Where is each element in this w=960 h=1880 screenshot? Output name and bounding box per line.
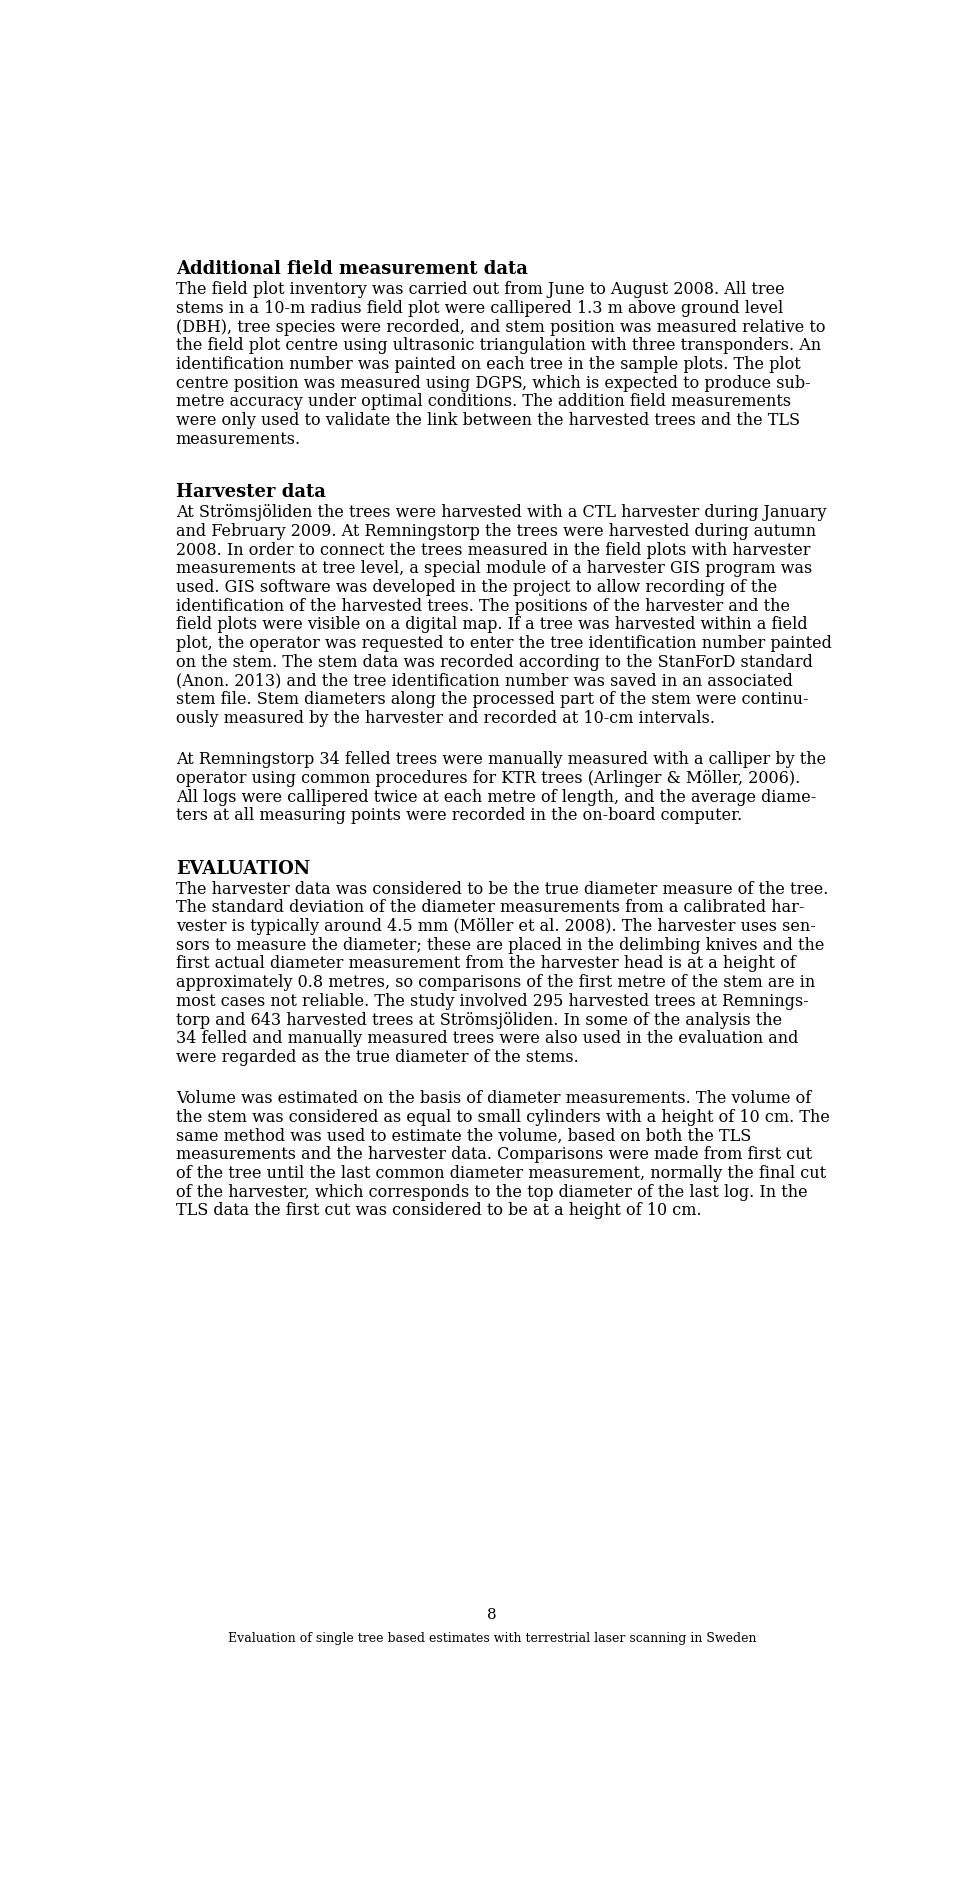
Text: 8: 8 xyxy=(487,1607,497,1622)
Text: (Anon. 2013) and the tree identification number was saved in an associated: (Anon. 2013) and the tree identification… xyxy=(176,673,793,690)
Text: sors to measure the diameter; these are placed in the delimbing knives and the: sors to measure the diameter; these are … xyxy=(176,936,825,953)
Text: ters at all measuring points were recorded in the on-board computer.: ters at all measuring points were record… xyxy=(176,807,742,823)
Text: centre position was measured using DGPS, which is expected to produce sub-: centre position was measured using DGPS,… xyxy=(176,374,810,391)
Text: The field plot inventory was carried out from June to August 2008. All tree: The field plot inventory was carried out… xyxy=(176,282,784,299)
Text: approximately 0.8 metres, so comparisons of the first metre of the stem are in: approximately 0.8 metres, so comparisons… xyxy=(176,974,815,991)
Text: Volume was estimated on the basis of diameter measurements. The volume of: Volume was estimated on the basis of dia… xyxy=(176,1090,811,1107)
Text: identification of the harvested trees. The positions of the harvester and the: identification of the harvested trees. T… xyxy=(176,598,790,615)
Text: TLS data the first cut was considered to be at a height of 10 cm.: TLS data the first cut was considered to… xyxy=(176,1203,702,1220)
Text: torp and 643 harvested trees at Strömsjöliden. In some of the analysis the: torp and 643 harvested trees at Strömsjö… xyxy=(176,1011,782,1028)
Text: EVALUATION: EVALUATION xyxy=(176,859,310,878)
Text: (DBH), tree species were recorded, and stem position was measured relative to: (DBH), tree species were recorded, and s… xyxy=(176,318,826,335)
Text: on the stem. The stem data was recorded according to the StanForD standard: on the stem. The stem data was recorded … xyxy=(176,654,813,671)
Text: and February 2009. At Remningstorp the trees were harvested during autumn: and February 2009. At Remningstorp the t… xyxy=(176,523,816,540)
Text: All logs were callipered twice at each metre of length, and the average diame-: All logs were callipered twice at each m… xyxy=(176,788,816,805)
Text: measurements.: measurements. xyxy=(176,431,300,447)
Text: the field plot centre using ultrasonic triangulation with three transponders. An: the field plot centre using ultrasonic t… xyxy=(176,337,821,353)
Text: metre accuracy under optimal conditions. The addition field measurements: metre accuracy under optimal conditions.… xyxy=(176,393,791,410)
Text: Harvester data: Harvester data xyxy=(176,483,325,502)
Text: At Remningstorp 34 felled trees were manually measured with a calliper by the: At Remningstorp 34 felled trees were man… xyxy=(176,752,826,769)
Text: were regarded as the true diameter of the stems.: were regarded as the true diameter of th… xyxy=(176,1049,579,1066)
Text: At Strömsjöliden the trees were harvested with a CTL harvester during January: At Strömsjöliden the trees were harveste… xyxy=(176,504,827,521)
Text: were only used to validate the link between the harvested trees and the TLS: were only used to validate the link betw… xyxy=(176,412,800,429)
Text: used. GIS software was developed in the project to allow recording of the: used. GIS software was developed in the … xyxy=(176,579,777,596)
Text: measurements and the harvester data. Comparisons were made from first cut: measurements and the harvester data. Com… xyxy=(176,1147,812,1164)
Text: field plots were visible on a digital map. If a tree was harvested within a fiel: field plots were visible on a digital ma… xyxy=(176,617,807,634)
Text: vester is typically around 4.5 mm (Möller et al. 2008). The harvester uses sen-: vester is typically around 4.5 mm (Mölle… xyxy=(176,917,816,934)
Text: The harvester data was considered to be the true diameter measure of the tree.: The harvester data was considered to be … xyxy=(176,880,828,897)
Text: the stem was considered as equal to small cylinders with a height of 10 cm. The: the stem was considered as equal to smal… xyxy=(176,1109,829,1126)
Text: Additional field measurement data: Additional field measurement data xyxy=(176,259,528,278)
Text: of the tree until the last common diameter measurement, normally the final cut: of the tree until the last common diamet… xyxy=(176,1166,826,1183)
Text: plot, the operator was requested to enter the tree identification number painted: plot, the operator was requested to ente… xyxy=(176,635,831,652)
Text: operator using common procedures for KTR trees (Arlinger & Möller, 2006).: operator using common procedures for KTR… xyxy=(176,769,800,788)
Text: of the harvester, which corresponds to the top diameter of the last log. In the: of the harvester, which corresponds to t… xyxy=(176,1184,807,1201)
Text: measurements at tree level, a special module of a harvester GIS program was: measurements at tree level, a special mo… xyxy=(176,560,812,577)
Text: first actual diameter measurement from the harvester head is at a height of: first actual diameter measurement from t… xyxy=(176,955,796,972)
Text: ously measured by the harvester and recorded at 10-cm intervals.: ously measured by the harvester and reco… xyxy=(176,711,715,728)
Text: same method was used to estimate the volume, based on both the TLS: same method was used to estimate the vol… xyxy=(176,1128,751,1145)
Text: Evaluation of single tree based estimates with terrestrial laser scanning in Swe: Evaluation of single tree based estimate… xyxy=(228,1632,756,1645)
Text: The standard deviation of the diameter measurements from a calibrated har-: The standard deviation of the diameter m… xyxy=(176,899,804,916)
Text: stem file. Stem diameters along the processed part of the stem were continu-: stem file. Stem diameters along the proc… xyxy=(176,692,808,709)
Text: identification number was painted on each tree in the sample plots. The plot: identification number was painted on eac… xyxy=(176,355,801,372)
Text: 34 felled and manually measured trees were also used in the evaluation and: 34 felled and manually measured trees we… xyxy=(176,1030,798,1047)
Text: most cases not reliable. The study involved 295 harvested trees at Remnings-: most cases not reliable. The study invol… xyxy=(176,993,808,1010)
Text: 2008. In order to connect the trees measured in the field plots with harvester: 2008. In order to connect the trees meas… xyxy=(176,541,810,558)
Text: stems in a 10-m radius field plot were callipered 1.3 m above ground level: stems in a 10-m radius field plot were c… xyxy=(176,299,783,318)
